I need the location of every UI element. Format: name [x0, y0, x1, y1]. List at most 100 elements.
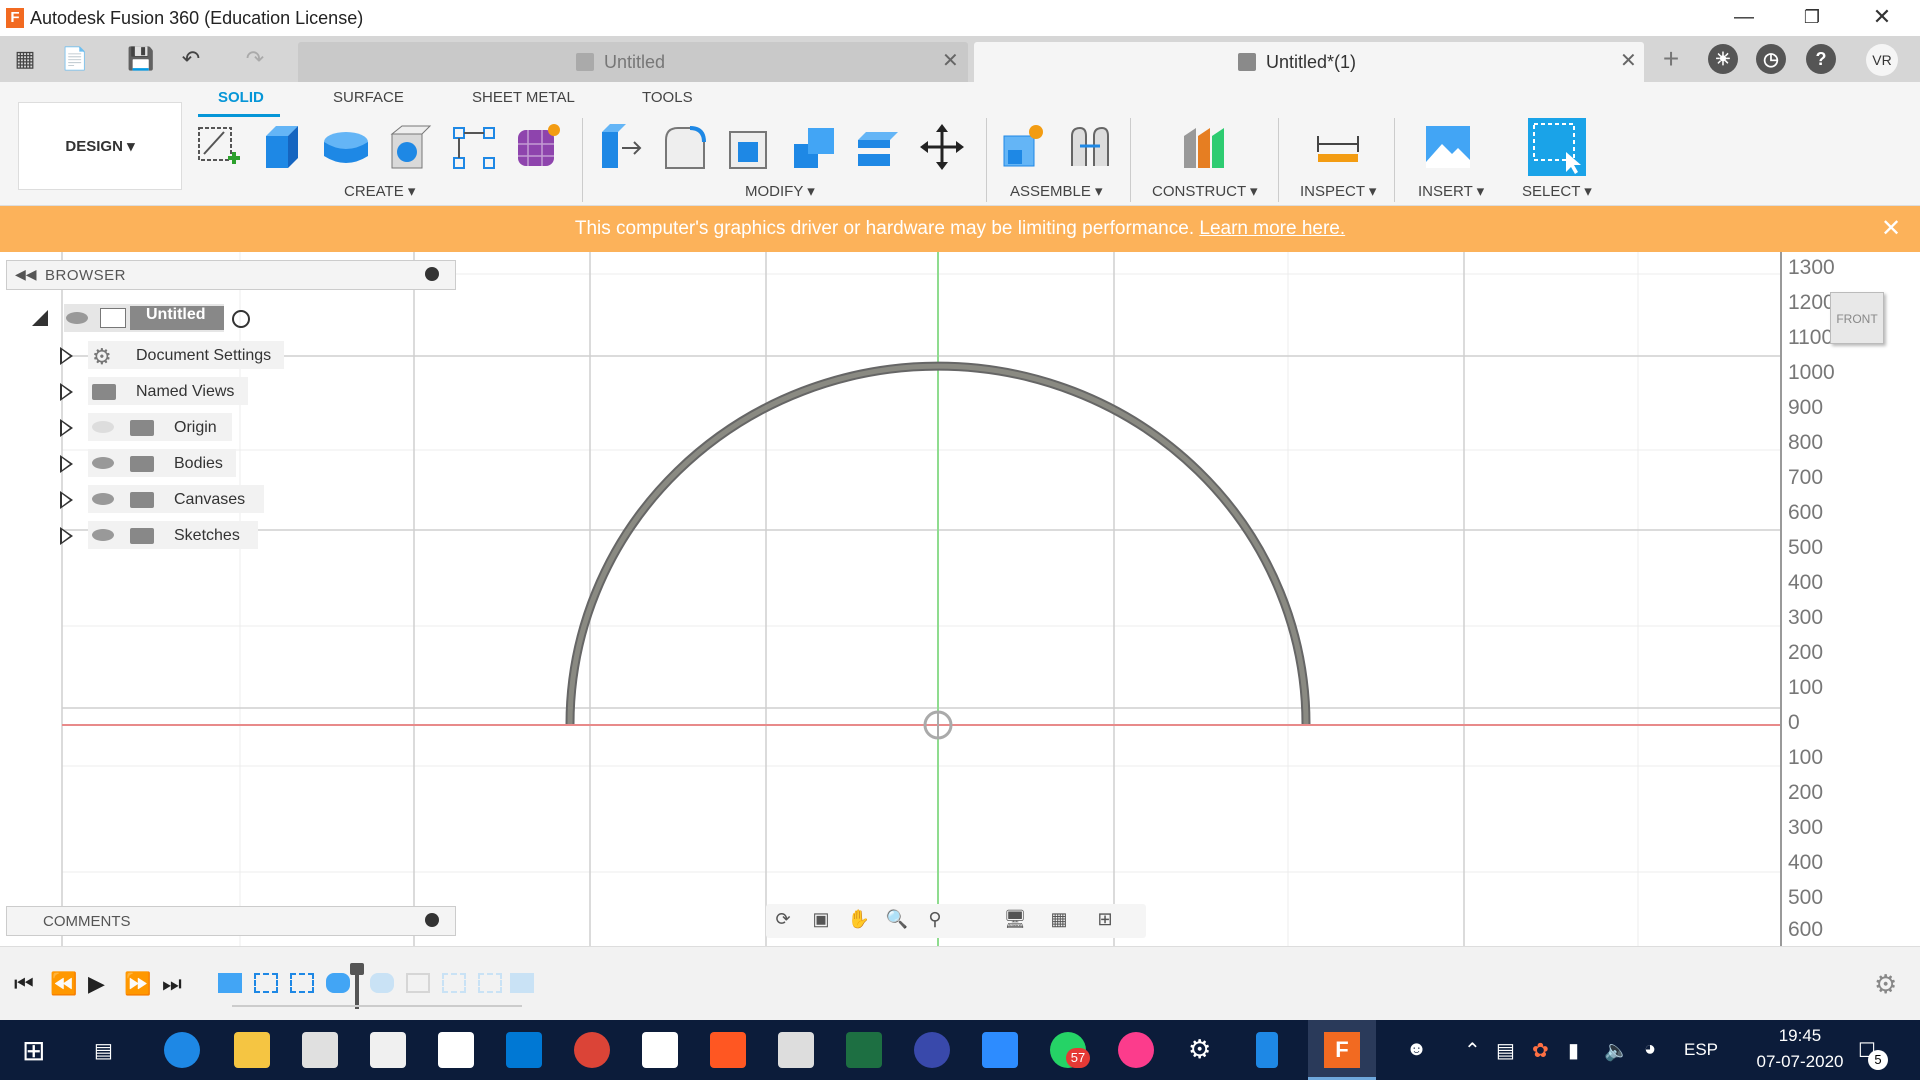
offset-plane-icon[interactable]: [1180, 122, 1228, 172]
microsoft-store-icon[interactable]: [302, 1032, 338, 1068]
zoom-icon[interactable]: 🔍: [885, 909, 909, 929]
step-back-icon[interactable]: ⏪: [50, 971, 78, 996]
browser-panel-header[interactable]: ◀◀ BROWSER: [6, 260, 456, 290]
itunes-icon[interactable]: [1118, 1032, 1154, 1068]
workspace-switcher-button[interactable]: DESIGN ▾: [18, 102, 182, 190]
pan-hand-icon[interactable]: ✋: [847, 909, 871, 929]
suppressed-feature-icon[interactable]: [478, 973, 502, 993]
display-settings-icon[interactable]: 🖥: [1003, 909, 1027, 929]
volume-icon[interactable]: 🔈: [1604, 1040, 1629, 1062]
file-menu-icon[interactable]: 📄: [61, 46, 89, 71]
clock-time[interactable]: 19:45: [1778, 1026, 1822, 1045]
fillet-icon[interactable]: [662, 122, 710, 172]
user-avatar[interactable]: VR: [1866, 44, 1898, 76]
wifi-icon[interactable]: ◕: [1644, 1038, 1657, 1060]
mail-icon[interactable]: [370, 1032, 406, 1068]
go-to-end-icon[interactable]: ⏭: [162, 971, 182, 996]
vectr-icon[interactable]: [710, 1032, 746, 1068]
grid-settings-icon[interactable]: ▦: [1050, 909, 1068, 929]
tab-untitled-1[interactable]: Untitled*(1) ✕: [974, 42, 1644, 82]
offset-face-icon[interactable]: [854, 122, 902, 172]
photos-icon[interactable]: [642, 1032, 678, 1068]
new-tab-plus-icon[interactable]: +: [1662, 43, 1680, 74]
tray-app-icon[interactable]: ✿: [1532, 1040, 1549, 1062]
create-form-icon[interactable]: [514, 122, 562, 172]
tab-sheet-metal[interactable]: SHEET METAL: [472, 89, 575, 106]
new-component-icon[interactable]: [1000, 122, 1048, 172]
visibility-eye-icon[interactable]: [92, 493, 114, 505]
document-app-icon[interactable]: [438, 1032, 474, 1068]
design-canvas[interactable]: [0, 252, 1920, 946]
expand-arrow-icon[interactable]: [60, 527, 73, 545]
revolve-icon[interactable]: [322, 122, 370, 172]
sketch-feature-icon[interactable]: [290, 973, 314, 993]
file-explorer-icon[interactable]: [234, 1032, 270, 1068]
expanded-arrow-icon[interactable]: [32, 310, 48, 326]
visibility-eye-icon[interactable]: [92, 529, 114, 541]
banner-close-icon[interactable]: ✕: [1880, 215, 1902, 242]
insert-canvas-icon[interactable]: [1424, 122, 1472, 172]
fit-window-icon[interactable]: ⚲: [928, 909, 942, 929]
construct-menu[interactable]: CONSTRUCT ▾: [1152, 183, 1258, 200]
job-status-clock-icon[interactable]: ◷: [1756, 44, 1786, 74]
tab-untitled[interactable]: Untitled ✕: [298, 42, 968, 82]
inspect-menu[interactable]: INSPECT ▾: [1300, 183, 1377, 200]
close-tab-icon[interactable]: ✕: [1620, 50, 1637, 72]
zoom-icon[interactable]: [982, 1032, 1018, 1068]
tab-solid[interactable]: SOLID: [218, 89, 264, 106]
redo-icon[interactable]: ↷: [245, 46, 265, 71]
expand-arrow-icon[interactable]: [60, 347, 73, 365]
chrome-icon[interactable]: [574, 1032, 610, 1068]
active-indicator-icon[interactable]: [232, 310, 250, 328]
step-forward-icon[interactable]: ⏩: [124, 971, 152, 996]
network-device-icon[interactable]: ▤: [1496, 1040, 1515, 1062]
shell-icon[interactable]: [726, 122, 774, 172]
browser-item-sketches[interactable]: [88, 521, 258, 549]
assemble-menu[interactable]: ASSEMBLE ▾: [1010, 183, 1103, 200]
close-button[interactable]: ✕: [1872, 4, 1892, 29]
suppressed-feature-icon[interactable]: [442, 973, 466, 993]
tab-surface[interactable]: SURFACE: [333, 89, 404, 106]
outlook-icon[interactable]: [506, 1032, 542, 1068]
extrude-icon[interactable]: [258, 122, 306, 172]
data-panel-grid-icon[interactable]: ▦: [14, 46, 36, 71]
insert-menu[interactable]: INSERT ▾: [1418, 183, 1485, 200]
create-sketch-icon[interactable]: [196, 122, 244, 172]
rectangular-pattern-icon[interactable]: [450, 122, 498, 172]
canvas-feature-icon[interactable]: [218, 973, 242, 993]
fusion-taskbar-button[interactable]: F: [1308, 1020, 1376, 1080]
suppressed-feature-icon[interactable]: [370, 973, 394, 993]
visibility-eye-icon[interactable]: [92, 457, 114, 469]
expand-arrow-icon[interactable]: [60, 455, 73, 473]
undo-icon[interactable]: ↶: [181, 46, 201, 71]
window-select-icon[interactable]: [1528, 118, 1586, 176]
task-view-icon[interactable]: ▤: [94, 1040, 113, 1062]
minimize-panel-icon[interactable]: [425, 267, 439, 281]
browser-item-document-settings[interactable]: [88, 341, 284, 369]
restore-button[interactable]: ❐: [1803, 7, 1821, 27]
show-hidden-icons-chevron[interactable]: ⌃: [1464, 1040, 1481, 1062]
viewports-icon[interactable]: ⊞: [1097, 909, 1113, 929]
viewcube[interactable]: FRONT: [1830, 292, 1884, 344]
suppressed-feature-icon[interactable]: [406, 973, 430, 993]
settings-gear-icon[interactable]: ⚙: [1188, 1034, 1212, 1064]
expand-arrow-icon[interactable]: [60, 419, 73, 437]
browser-item-canvases[interactable]: [88, 485, 264, 513]
comments-panel-header[interactable]: COMMENTS: [6, 906, 456, 936]
combine-icon[interactable]: [790, 122, 838, 172]
app-blue-icon[interactable]: [1256, 1032, 1278, 1068]
move-copy-icon[interactable]: [918, 122, 966, 172]
hole-icon[interactable]: [386, 122, 434, 172]
help-icon[interactable]: ?: [1806, 44, 1836, 74]
extensions-icon[interactable]: ☀: [1708, 44, 1738, 74]
solitaire-icon[interactable]: [778, 1032, 814, 1068]
minimize-button[interactable]: —: [1734, 6, 1754, 28]
look-at-icon[interactable]: ▣: [812, 909, 830, 929]
people-icon[interactable]: ☻: [1406, 1038, 1428, 1060]
edge-icon[interactable]: [164, 1032, 200, 1068]
play-icon[interactable]: ▶: [88, 971, 105, 996]
select-menu[interactable]: SELECT ▾: [1522, 183, 1592, 200]
learn-more-link[interactable]: Learn more here.: [1199, 218, 1346, 239]
language-indicator[interactable]: ESP: [1684, 1040, 1719, 1059]
orbit-icon[interactable]: ⟳: [775, 909, 791, 929]
